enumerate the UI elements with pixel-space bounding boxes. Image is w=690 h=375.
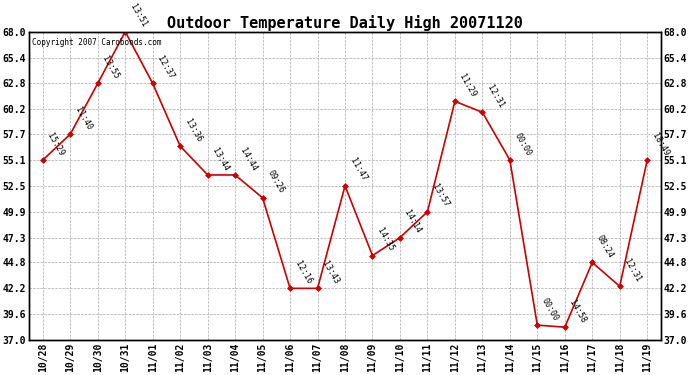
Text: 13:43: 13:43 (320, 260, 341, 286)
Text: 14:35: 14:35 (375, 226, 395, 253)
Text: 00:00: 00:00 (513, 131, 533, 157)
Text: 13:36: 13:36 (183, 117, 204, 143)
Text: 11:29: 11:29 (457, 72, 478, 99)
Text: 11:47: 11:47 (348, 157, 368, 183)
Title: Outdoor Temperature Daily High 20071120: Outdoor Temperature Daily High 20071120 (167, 15, 523, 30)
Text: 12:16: 12:16 (293, 260, 313, 286)
Text: 12:31: 12:31 (622, 257, 643, 284)
Text: 13:44: 13:44 (210, 146, 230, 172)
Text: 11:40: 11:40 (73, 105, 93, 131)
Text: 00:00: 00:00 (540, 296, 560, 322)
Text: 13:51: 13:51 (128, 3, 148, 29)
Text: Copyright 2007 Carobonds.com: Copyright 2007 Carobonds.com (32, 38, 161, 47)
Text: 13:57: 13:57 (430, 183, 451, 209)
Text: 14:14: 14:14 (403, 209, 423, 235)
Text: 12:31: 12:31 (485, 83, 506, 110)
Text: 18:49: 18:49 (650, 131, 670, 157)
Text: 14:44: 14:44 (238, 146, 258, 172)
Text: 08:24: 08:24 (595, 234, 615, 260)
Text: 12:37: 12:37 (155, 54, 176, 81)
Text: 15:29: 15:29 (46, 131, 66, 157)
Text: 13:55: 13:55 (101, 54, 121, 81)
Text: 09:26: 09:26 (266, 169, 286, 195)
Text: 14:58: 14:58 (568, 298, 588, 324)
